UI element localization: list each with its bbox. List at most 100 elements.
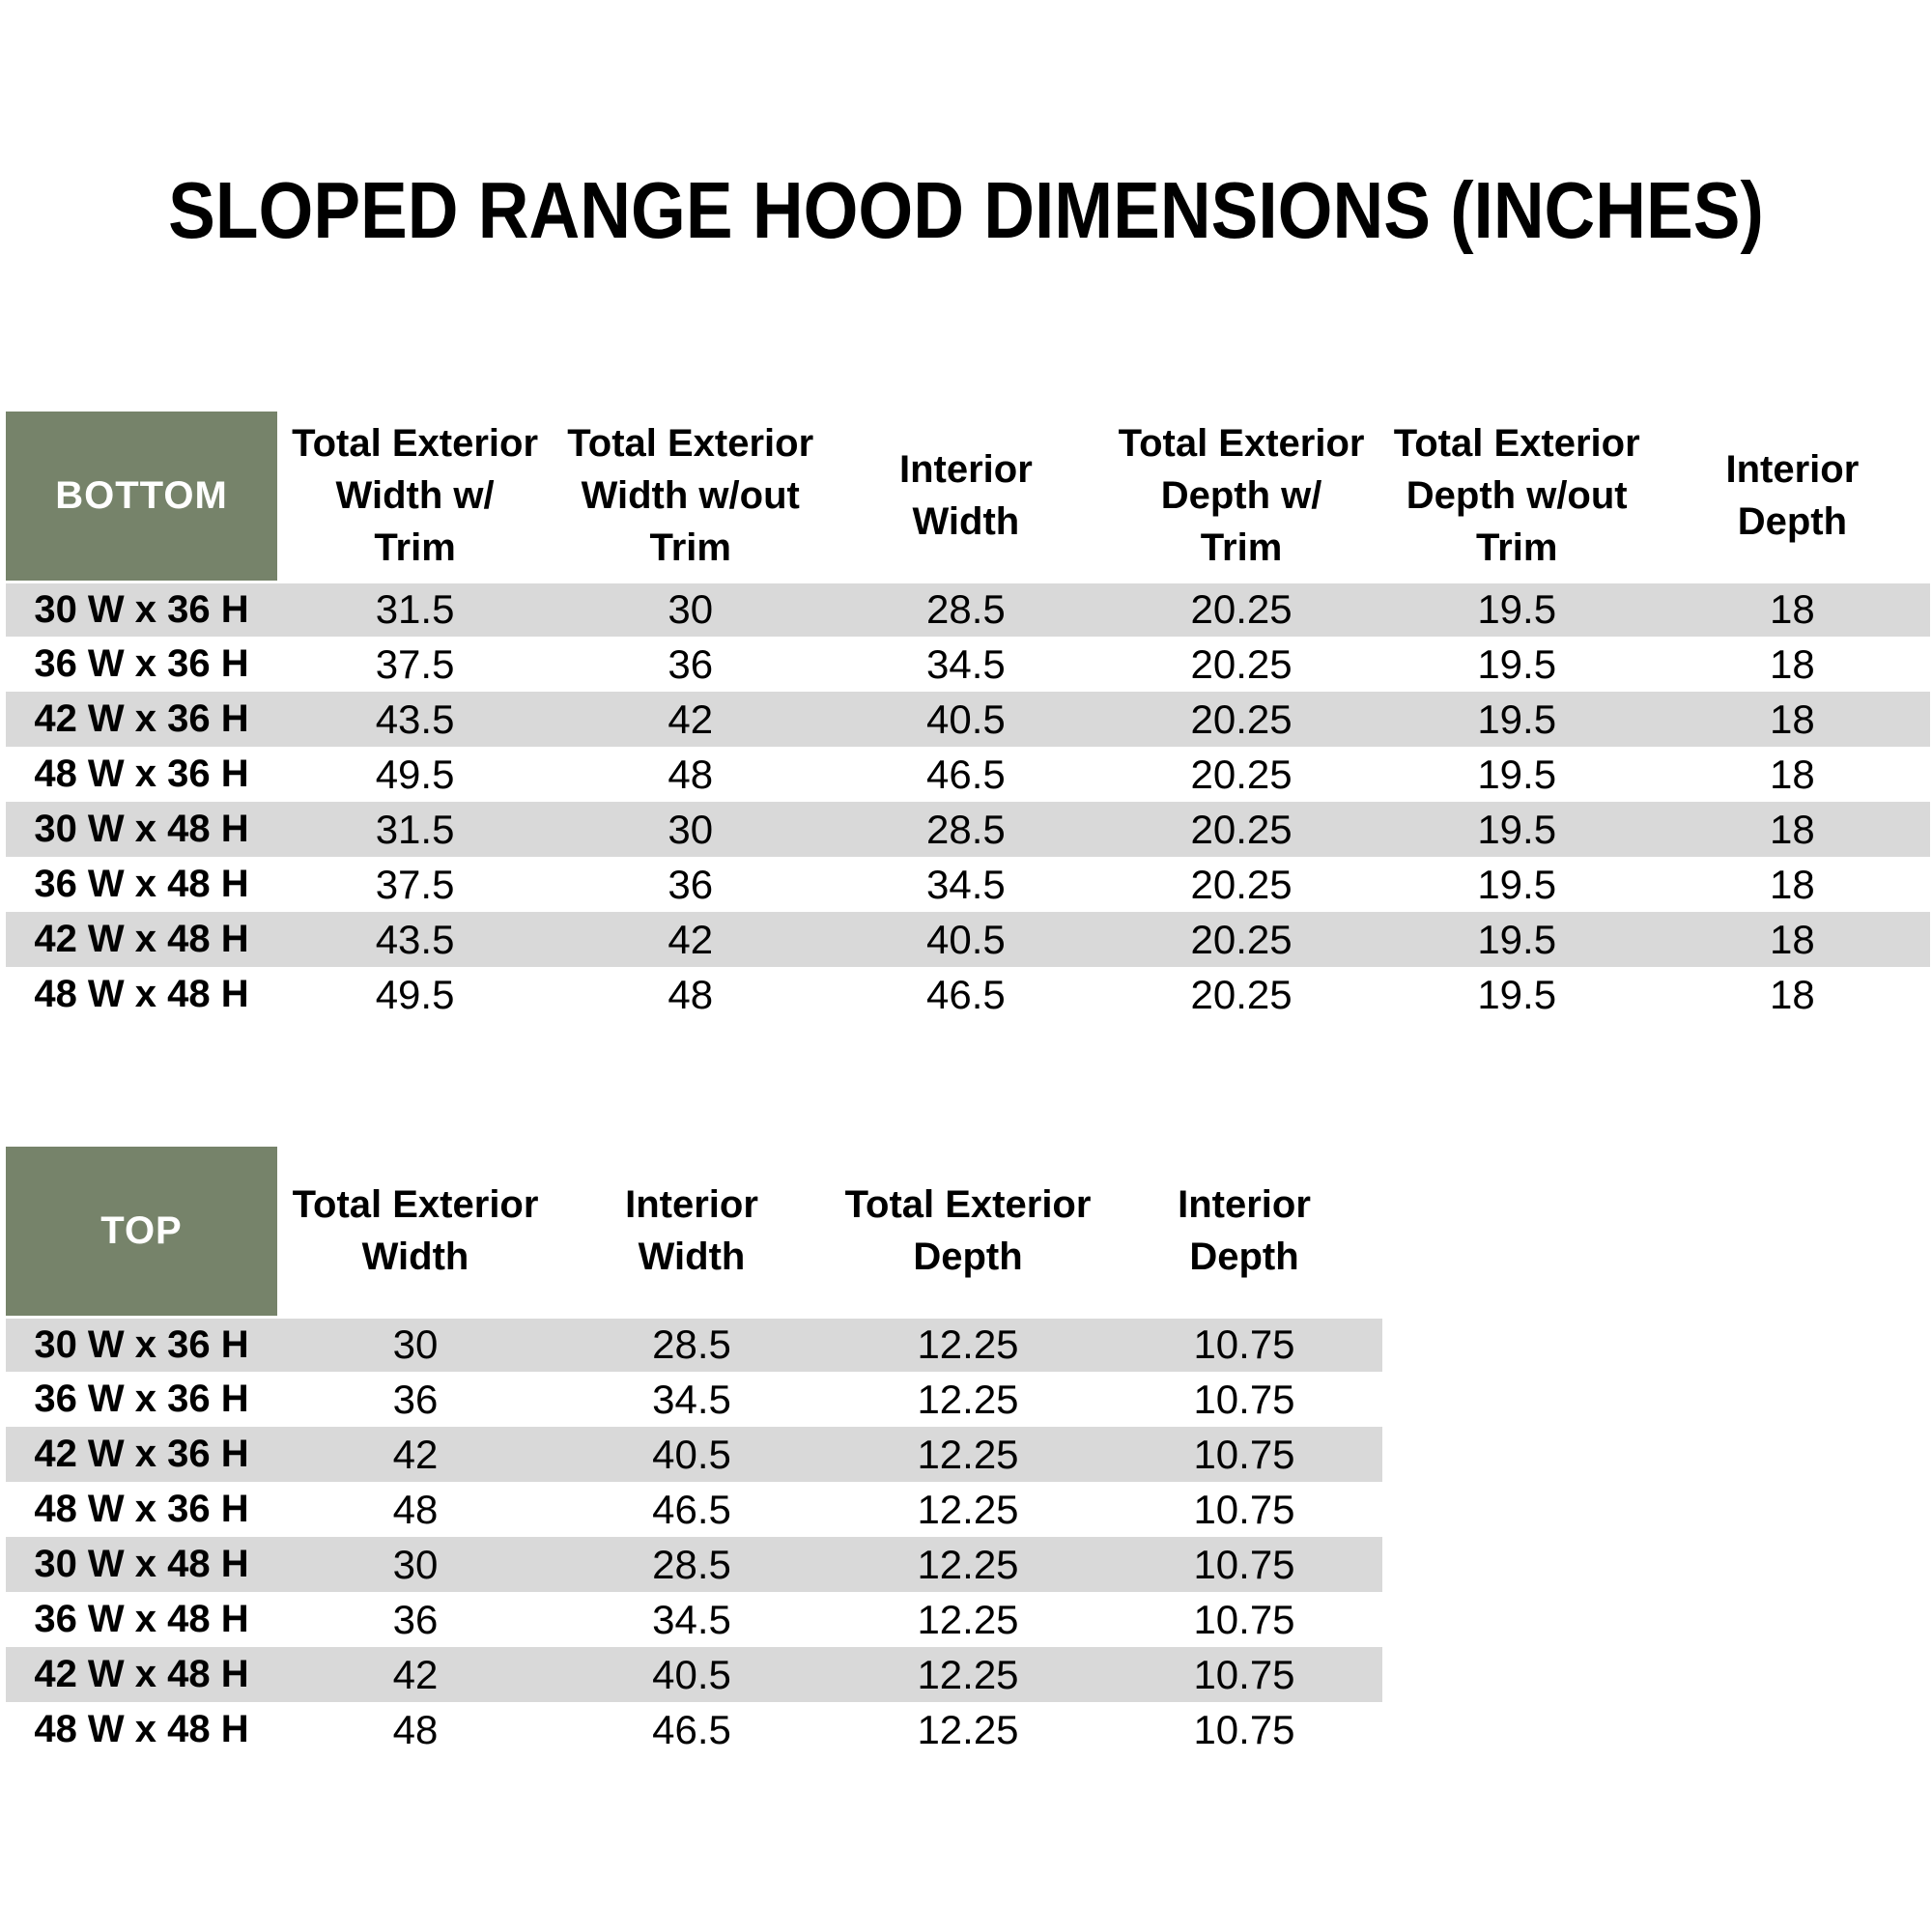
top-row-label: 36 W x 36 H xyxy=(34,1378,249,1420)
bottom-table-row: 42 W x 36 H 43.5 42 40.5 20.25 19.5 18 xyxy=(6,692,1930,747)
bottom-value-cell: 18 xyxy=(1770,696,1815,742)
bottom-value-cell: 19.5 xyxy=(1477,916,1557,962)
top-value-cell: 12.25 xyxy=(917,1706,1019,1752)
bottom-value-cell: 19.5 xyxy=(1477,696,1557,742)
bottom-value-cell: 18 xyxy=(1770,640,1815,687)
top-value-cell: 12.25 xyxy=(917,1651,1019,1697)
bottom-value-cell: 42 xyxy=(668,916,714,962)
bottom-value-cell: 20.25 xyxy=(1190,640,1293,687)
bottom-value-cell: 20.25 xyxy=(1190,806,1293,852)
bottom-row-label: 48 W x 48 H xyxy=(34,973,249,1015)
bottom-table-row: 36 W x 48 H 37.5 36 34.5 20.25 19.5 18 xyxy=(6,857,1930,912)
bottom-value-cell: 40.5 xyxy=(926,916,1006,962)
top-value-cell: 46.5 xyxy=(652,1486,731,1532)
bottom-row-label: 42 W x 48 H xyxy=(34,918,249,960)
top-row-label: 48 W x 36 H xyxy=(34,1488,249,1530)
bottom-value-cell: 31.5 xyxy=(375,586,455,633)
bottom-row-label: 36 W x 48 H xyxy=(34,863,249,905)
bottom-value-cell: 20.25 xyxy=(1190,586,1293,633)
top-value-cell: 28.5 xyxy=(652,1321,731,1368)
bottom-table-row: 48 W x 48 H 49.5 48 46.5 20.25 19.5 18 xyxy=(6,967,1930,1022)
bottom-value-cell: 40.5 xyxy=(926,696,1006,742)
top-value-cell: 10.75 xyxy=(1193,1486,1295,1532)
bottom-value-cell: 18 xyxy=(1770,916,1815,962)
bottom-column-header: Interior Depth xyxy=(1654,412,1930,582)
bottom-value-cell: 46.5 xyxy=(926,971,1006,1017)
bottom-value-cell: 19.5 xyxy=(1477,586,1557,633)
top-table-row: 36 W x 48 H 36 34.5 12.25 10.75 xyxy=(6,1592,1382,1647)
bottom-value-cell: 43.5 xyxy=(375,916,455,962)
top-table-row: 42 W x 48 H 42 40.5 12.25 10.75 xyxy=(6,1647,1382,1702)
bottom-column-header: Total Exterior Depth w/ Trim xyxy=(1103,412,1379,582)
top-value-cell: 12.25 xyxy=(917,1596,1019,1642)
top-value-cell: 42 xyxy=(392,1431,439,1477)
top-value-cell: 12.25 xyxy=(917,1376,1019,1422)
top-corner-cell: TOP xyxy=(6,1147,277,1317)
top-column-header: Total Exterior Width xyxy=(277,1147,554,1317)
bottom-value-cell: 19.5 xyxy=(1477,971,1557,1017)
top-row-label: 42 W x 48 H xyxy=(34,1653,249,1695)
bottom-value-cell: 18 xyxy=(1770,586,1815,633)
bottom-value-cell: 20.25 xyxy=(1190,861,1293,907)
bottom-table-row: 42 W x 48 H 43.5 42 40.5 20.25 19.5 18 xyxy=(6,912,1930,967)
top-value-cell: 30 xyxy=(392,1321,439,1368)
top-column-header: Total Exterior Depth xyxy=(830,1147,1106,1317)
bottom-table-row: 30 W x 36 H 31.5 30 28.5 20.25 19.5 18 xyxy=(6,582,1930,637)
top-value-cell: 48 xyxy=(392,1486,439,1532)
bottom-value-cell: 48 xyxy=(668,751,714,797)
bottom-column-header: Interior Width xyxy=(828,412,1104,582)
top-value-cell: 40.5 xyxy=(652,1651,731,1697)
bottom-table-row: 30 W x 48 H 31.5 30 28.5 20.25 19.5 18 xyxy=(6,802,1930,857)
top-value-cell: 12.25 xyxy=(917,1541,1019,1587)
bottom-value-cell: 36 xyxy=(668,640,714,687)
bottom-value-cell: 20.25 xyxy=(1190,916,1293,962)
top-table-row: 30 W x 36 H 30 28.5 12.25 10.75 xyxy=(6,1317,1382,1372)
top-value-cell: 40.5 xyxy=(652,1431,731,1477)
top-table-row: 48 W x 36 H 48 46.5 12.25 10.75 xyxy=(6,1482,1382,1537)
bottom-row-label: 42 W x 36 H xyxy=(34,697,249,740)
top-row-label: 48 W x 48 H xyxy=(34,1708,249,1750)
bottom-column-header: Total Exterior Depth w/out Trim xyxy=(1378,412,1655,582)
bottom-value-cell: 20.25 xyxy=(1190,696,1293,742)
bottom-value-cell: 18 xyxy=(1770,751,1815,797)
bottom-column-header: Total Exterior Width w/ Trim xyxy=(277,412,554,582)
top-value-cell: 12.25 xyxy=(917,1321,1019,1368)
top-value-cell: 10.75 xyxy=(1193,1431,1295,1477)
top-value-cell: 34.5 xyxy=(652,1376,731,1422)
top-header-row: TOP Total Exterior Width Interior Width To… xyxy=(6,1147,1382,1317)
top-value-cell: 28.5 xyxy=(652,1541,731,1587)
top-value-cell: 46.5 xyxy=(652,1706,731,1752)
bottom-row-label: 36 W x 36 H xyxy=(34,642,249,685)
bottom-value-cell: 19.5 xyxy=(1477,861,1557,907)
bottom-value-cell: 49.5 xyxy=(375,971,455,1017)
top-value-cell: 10.75 xyxy=(1193,1541,1295,1587)
top-value-cell: 36 xyxy=(392,1596,439,1642)
top-value-cell: 12.25 xyxy=(917,1486,1019,1532)
bottom-value-cell: 28.5 xyxy=(926,806,1006,852)
bottom-value-cell: 42 xyxy=(668,696,714,742)
top-value-cell: 42 xyxy=(392,1651,439,1697)
bottom-dimensions-table: BOTTOM Total Exterior Width w/ Trim Total… xyxy=(6,412,1930,1022)
bottom-value-cell: 37.5 xyxy=(375,640,455,687)
top-dimensions-table: TOP Total Exterior Width Interior Width To… xyxy=(6,1147,1382,1757)
bottom-value-cell: 30 xyxy=(668,586,714,633)
top-row-label: 30 W x 36 H xyxy=(34,1322,249,1366)
bottom-value-cell: 34.5 xyxy=(926,861,1006,907)
bottom-value-cell: 48 xyxy=(668,971,714,1017)
bottom-table-row: 36 W x 36 H 37.5 36 34.5 20.25 19.5 18 xyxy=(6,637,1930,692)
bottom-header-row: BOTTOM Total Exterior Width w/ Trim Total… xyxy=(6,412,1930,582)
bottom-value-cell: 31.5 xyxy=(375,806,455,852)
top-table-row: 42 W x 36 H 42 40.5 12.25 10.75 xyxy=(6,1427,1382,1482)
top-row-label: 42 W x 36 H xyxy=(34,1433,249,1475)
top-value-cell: 36 xyxy=(392,1376,439,1422)
bottom-value-cell: 46.5 xyxy=(926,751,1006,797)
bottom-value-cell: 49.5 xyxy=(375,751,455,797)
top-table-row: 36 W x 36 H 36 34.5 12.25 10.75 xyxy=(6,1372,1382,1427)
bottom-value-cell: 20.25 xyxy=(1190,971,1293,1017)
top-value-cell: 10.75 xyxy=(1193,1596,1295,1642)
bottom-value-cell: 34.5 xyxy=(926,640,1006,687)
bottom-value-cell: 43.5 xyxy=(375,696,455,742)
top-value-cell: 10.75 xyxy=(1193,1706,1295,1752)
bottom-value-cell: 20.25 xyxy=(1190,751,1293,797)
top-value-cell: 48 xyxy=(392,1706,439,1752)
